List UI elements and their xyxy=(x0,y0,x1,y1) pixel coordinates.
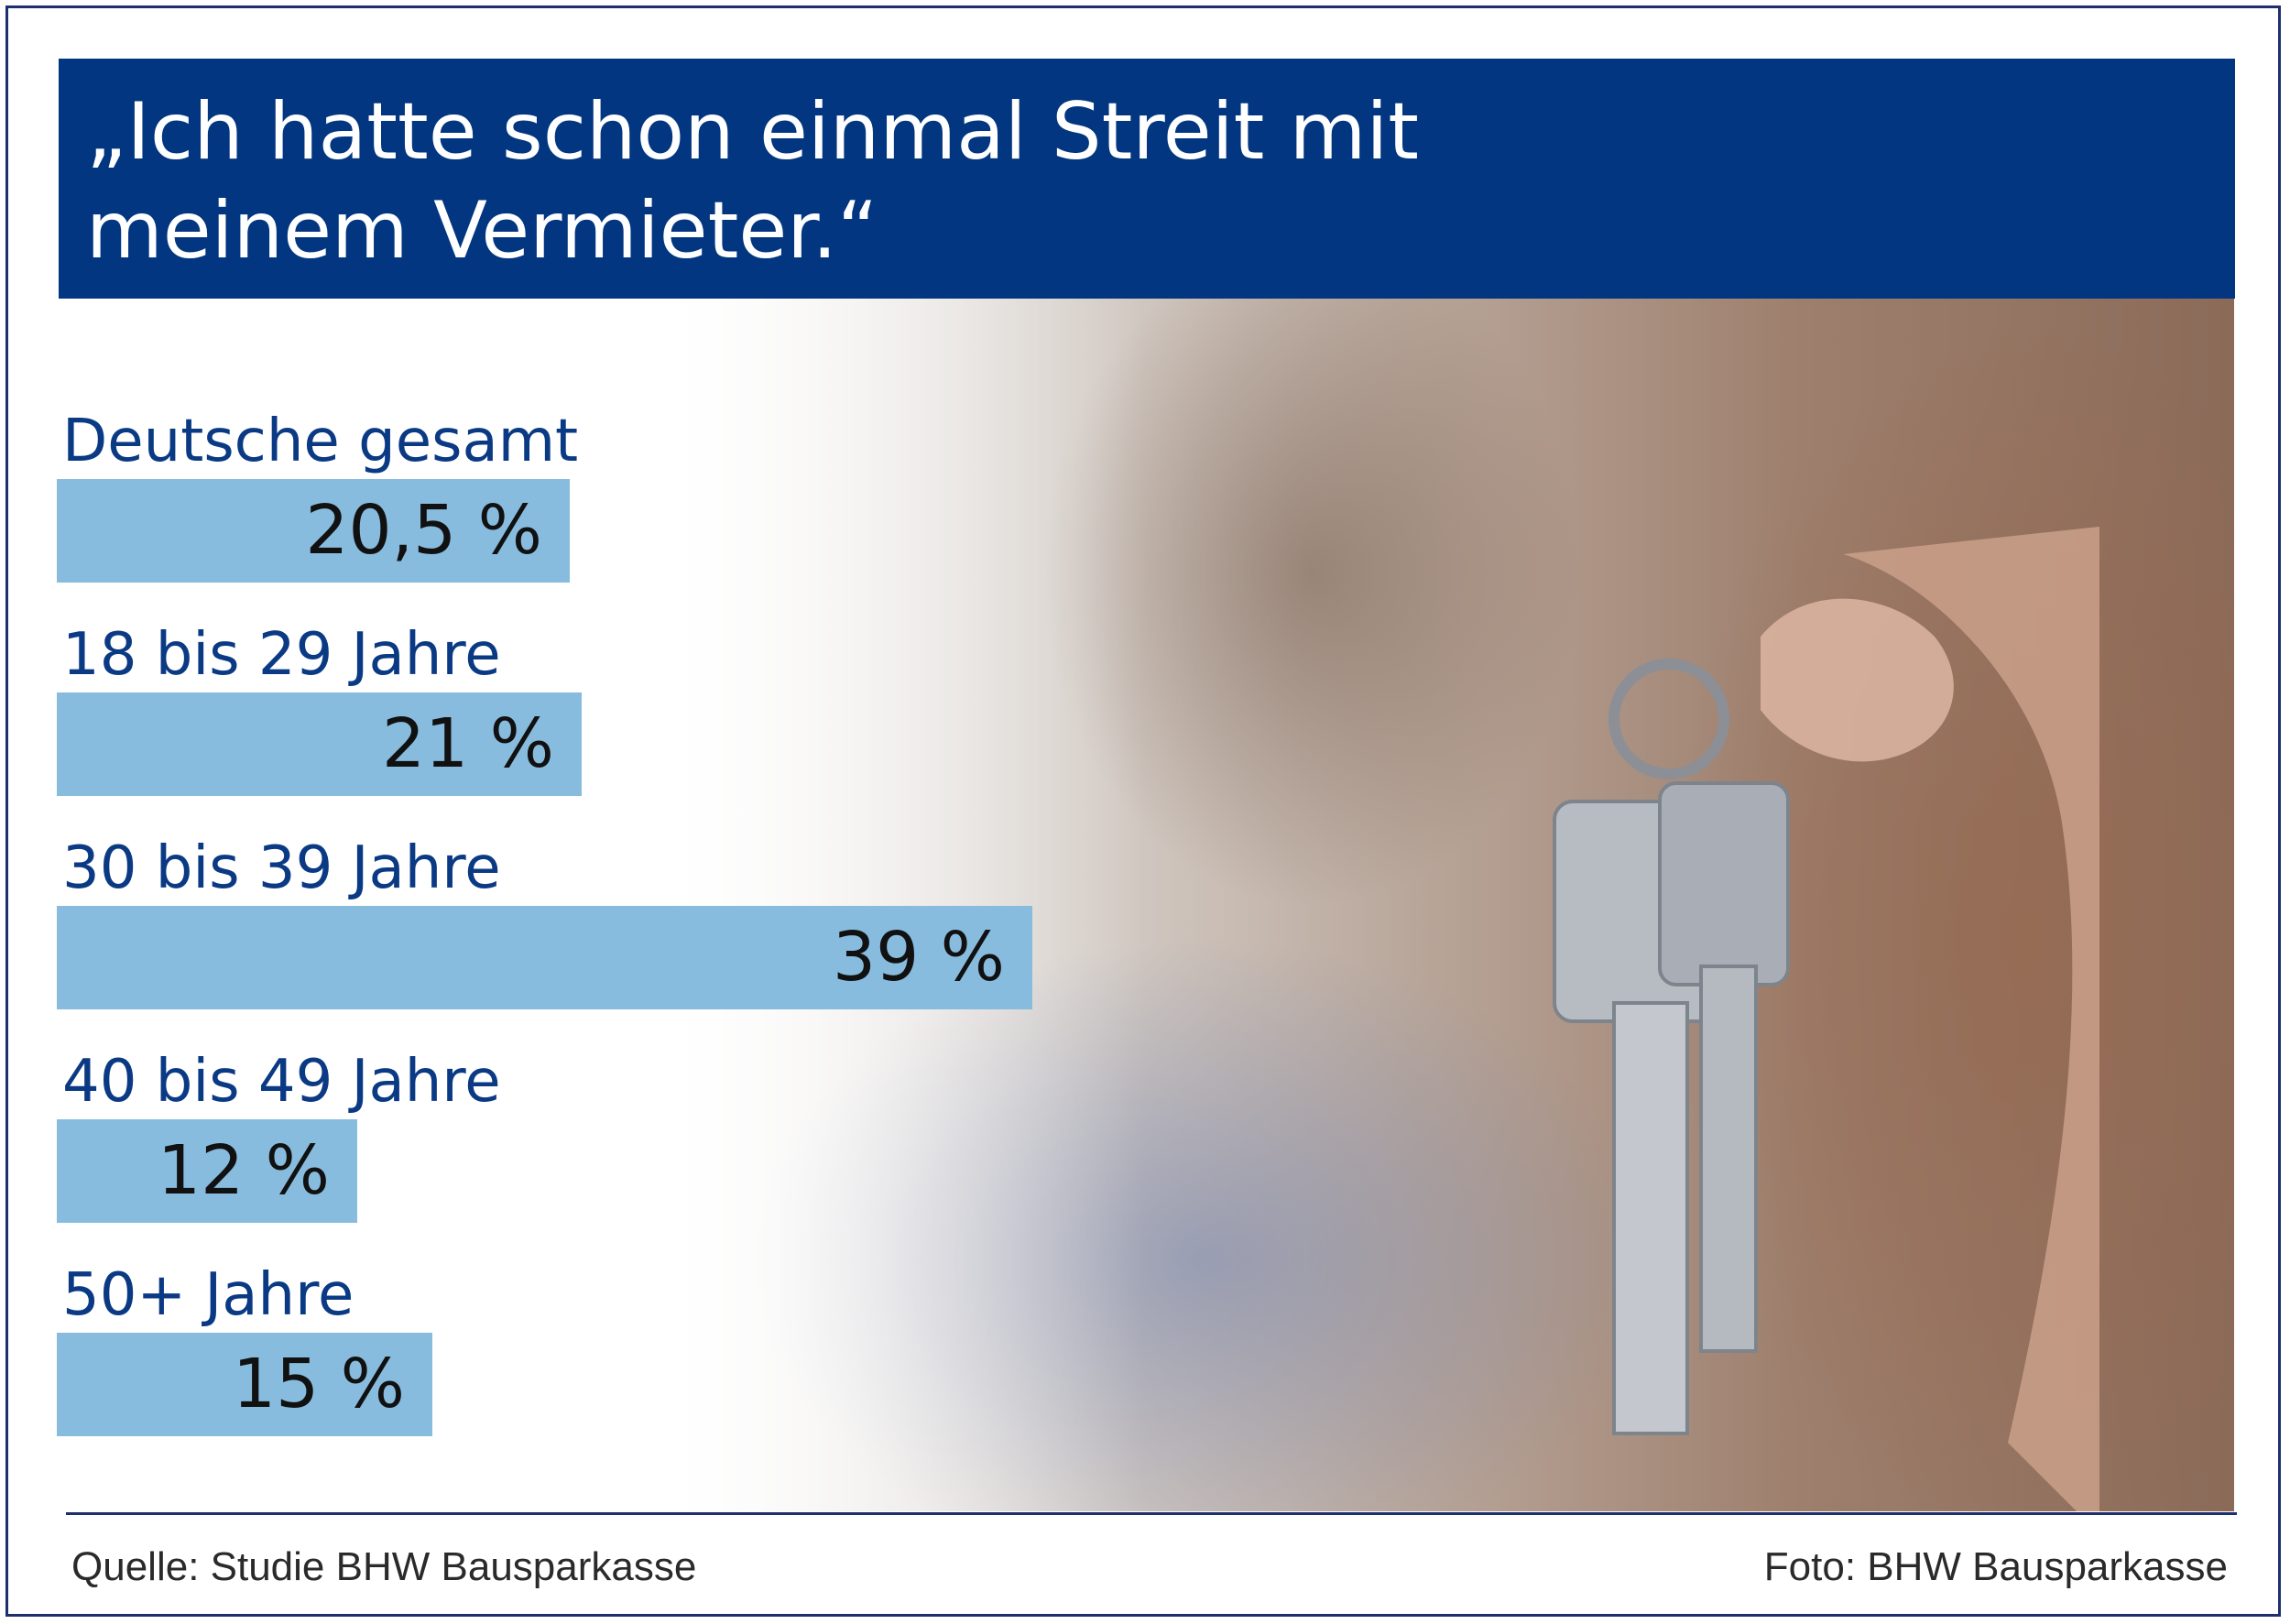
bar-value-label: 20,5 % xyxy=(305,491,542,570)
bar: 21 % xyxy=(57,692,582,796)
category-label: Deutsche gesamt xyxy=(62,408,579,475)
category-label: 40 bis 49 Jahre xyxy=(62,1048,501,1116)
frame-border xyxy=(5,5,2281,1617)
bar: 20,5 % xyxy=(57,479,570,583)
category-label: 50+ Jahre xyxy=(62,1261,354,1329)
photo-credit: Foto: BHW Bausparkasse xyxy=(1763,1544,2228,1589)
bar-value-label: 21 % xyxy=(382,704,554,783)
category-label: 18 bis 29 Jahre xyxy=(62,621,501,689)
category-label: 30 bis 39 Jahre xyxy=(62,834,501,902)
bar: 15 % xyxy=(57,1333,432,1436)
bar-value-label: 12 % xyxy=(158,1131,330,1210)
bar: 12 % xyxy=(57,1119,357,1223)
bar: 39 % xyxy=(57,906,1032,1009)
chart-title: „Ich hatte schon einmal Streit mit meine… xyxy=(86,86,1420,277)
bar-value-label: 39 % xyxy=(833,918,1005,997)
footer-divider xyxy=(66,1512,2237,1515)
bar-value-label: 15 % xyxy=(233,1345,405,1423)
title-banner xyxy=(59,59,2235,299)
source-note: Quelle: Studie BHW Bausparkasse xyxy=(71,1544,697,1589)
